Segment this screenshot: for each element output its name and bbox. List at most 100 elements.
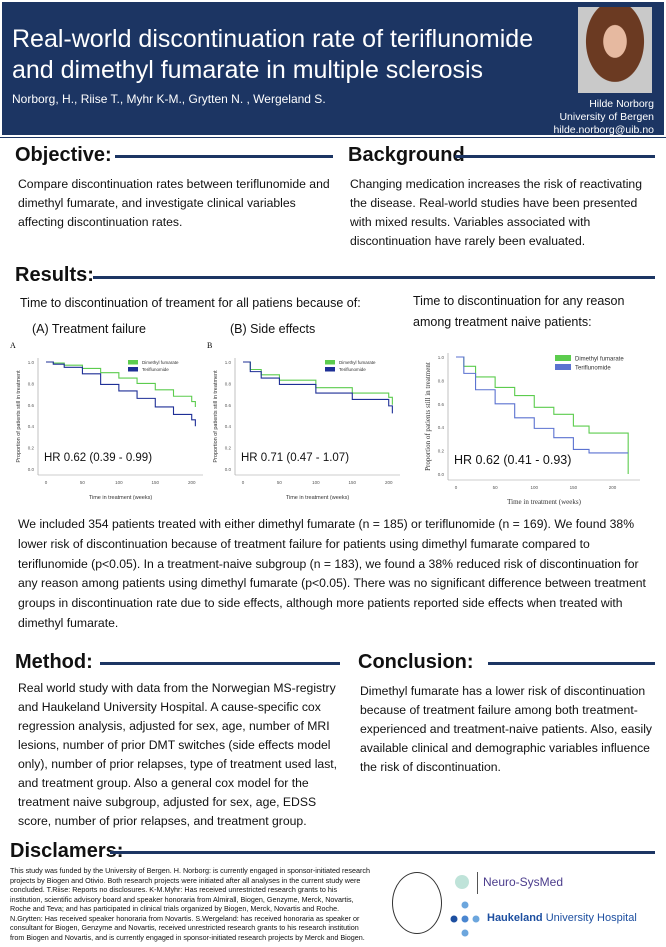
- series-line-teriflunomide: [243, 361, 393, 414]
- legend-swatch: [555, 364, 571, 370]
- results-left-caption: Time to discontinuation of treament for …: [20, 296, 361, 310]
- legend-swatch: [128, 360, 138, 365]
- series-line-dimethyl-fumarate: [46, 361, 196, 407]
- brain-icon: [455, 875, 469, 889]
- presenter-photo: [578, 7, 652, 93]
- haukeland-bold: Haukeland: [487, 912, 543, 924]
- results-heading: Results:: [15, 264, 94, 286]
- conclusion-heading: Conclusion:: [358, 651, 474, 673]
- panel-b-label: (B) Side effects: [230, 322, 316, 336]
- uib-seal-logo: [392, 872, 442, 934]
- y-tick-label: 0.6: [225, 403, 232, 408]
- legend-label: Dimethyl fumarate: [339, 360, 376, 365]
- divider: [455, 155, 655, 158]
- y-tick-label: 0.8: [438, 378, 445, 383]
- x-tick-label: 50: [493, 485, 499, 490]
- y-tick-label: 0.4: [438, 425, 445, 430]
- haukeland-rest: University Hospital: [542, 912, 637, 924]
- y-tick-label: 0.8: [225, 381, 232, 386]
- neuro-sysmed-logo: Neuro-SysMed: [483, 875, 564, 889]
- y-tick-label: 0.0: [225, 467, 232, 472]
- x-tick-label: 50: [277, 480, 283, 485]
- results-paragraph: We included 354 patients treated with ei…: [18, 517, 646, 630]
- y-tick-label: 0.0: [28, 467, 35, 472]
- x-tick-label: 0: [242, 480, 245, 485]
- y-tick-label: 0.0: [438, 472, 445, 477]
- y-tick-label: 0.4: [225, 424, 232, 429]
- series-line-teriflunomide: [46, 361, 196, 427]
- haukeland-dots-icon: [450, 900, 490, 940]
- divider: [488, 662, 655, 665]
- objective-text: Compare discontinuation rates between te…: [18, 177, 330, 229]
- y-tick-label: 1.0: [28, 360, 35, 365]
- results-right-caption: Time to discontinuation for any reason a…: [413, 294, 625, 329]
- divider: [93, 276, 655, 279]
- method-heading: Method:: [15, 651, 93, 673]
- panel-letter: A: [10, 341, 16, 350]
- chart-treatment-naive: 0.0 0.2 0.4 0.6 0.8 1.0 0 50 100 150 200 Time in tr…: [418, 335, 650, 510]
- y-tick-label: 0.2: [225, 446, 232, 451]
- background-text: Changing medication increases the risk o…: [350, 177, 642, 248]
- x-tick-label: 0: [455, 485, 458, 490]
- chart-side-effects: B 0.0 0.2 0.4 0.6 0.8 1.0 0 50 100 150 200 Time in t…: [205, 340, 410, 505]
- x-tick-label: 150: [570, 485, 578, 490]
- legend-label: Dimethyl fumarate: [142, 360, 179, 365]
- y-axis-label: Proportion of patients still in treatmen…: [16, 370, 22, 463]
- divider: [115, 155, 333, 158]
- x-tick-label: 200: [609, 485, 617, 490]
- y-tick-label: 1.0: [438, 355, 445, 360]
- x-tick-label: 150: [349, 480, 357, 485]
- legend-label: Dimethyl fumarate: [575, 357, 624, 363]
- conclusion-text: Dimethyl fumarate has a lower risk of di…: [360, 684, 652, 774]
- presenter-name: Hilde Norborg: [589, 98, 654, 110]
- x-axis-label: Time in treatment (weeks): [286, 495, 350, 501]
- series-line-teriflunomide: [456, 356, 629, 454]
- x-tick-label: 0: [45, 480, 48, 485]
- y-axis-label: Proportion of patients still in treatmen…: [424, 362, 432, 471]
- y-tick-label: 0.6: [438, 402, 445, 407]
- x-tick-label: 100: [312, 480, 320, 485]
- chart-treatment-failure: A 0.0 0.2 0.4 0.6 0.8 1.0 0 50 100 150 200 Time in t…: [8, 340, 213, 505]
- x-tick-label: 200: [385, 480, 393, 485]
- series-line-dimethyl-fumarate: [243, 361, 393, 405]
- disclaimers-heading: Disclamers:: [10, 840, 124, 862]
- legend-swatch: [325, 360, 335, 365]
- divider: [477, 872, 478, 894]
- presenter-affiliation: University of Bergen: [559, 111, 654, 123]
- divider: [100, 662, 340, 665]
- legend-swatch: [128, 367, 138, 372]
- panel-letter: B: [207, 341, 212, 350]
- hazard-ratio-label: HR 0.62 (0.39 - 0.99): [44, 452, 152, 464]
- authors: Norborg, H., Riise T., Myhr K-M., Grytte…: [12, 92, 326, 106]
- x-axis-label: Time in treatment (weeks): [507, 498, 581, 506]
- y-tick-label: 1.0: [225, 360, 232, 365]
- header-banner: Real-world discontinuation rate of terif…: [0, 0, 666, 138]
- y-tick-label: 0.2: [28, 446, 35, 451]
- method-text: Real world study with data from the Norw…: [18, 681, 338, 828]
- presenter-info: Hilde Norborg University of Bergen hilde…: [553, 98, 654, 137]
- x-tick-label: 100: [531, 485, 539, 490]
- presenter-email[interactable]: hilde.norborg@uib.no: [553, 124, 654, 136]
- x-tick-label: 150: [152, 480, 160, 485]
- legend-label: Teriflunomide: [339, 367, 366, 372]
- chart-svg: B 0.0 0.2 0.4 0.6 0.8 1.0 0 50 100 150 200 Time in t…: [207, 341, 400, 501]
- chart-svg: 0.0 0.2 0.4 0.6 0.8 1.0 0 50 100 150 200 Time in tr…: [424, 353, 640, 506]
- series-line-dimethyl-fumarate: [456, 356, 629, 474]
- y-tick-label: 0.8: [28, 381, 35, 386]
- poster-title: Real-world discontinuation rate of terif…: [12, 25, 534, 84]
- legend-swatch: [325, 367, 335, 372]
- hazard-ratio-label: HR 0.62 (0.41 - 0.93): [454, 453, 571, 467]
- legend-label: Teriflunomide: [142, 367, 169, 372]
- x-tick-label: 200: [188, 480, 196, 485]
- x-axis-label: Time in treatment (weeks): [89, 495, 153, 501]
- divider: [110, 851, 655, 854]
- legend-swatch: [555, 355, 571, 361]
- disclaimers-text: This study was funded by the University …: [10, 866, 370, 942]
- y-tick-label: 0.4: [28, 424, 35, 429]
- y-tick-label: 0.2: [438, 449, 445, 454]
- legend-label: Teriflunomide: [575, 366, 611, 372]
- x-tick-label: 100: [115, 480, 123, 485]
- x-tick-label: 50: [80, 480, 86, 485]
- y-tick-label: 0.6: [28, 403, 35, 408]
- background-heading: Background: [348, 144, 465, 166]
